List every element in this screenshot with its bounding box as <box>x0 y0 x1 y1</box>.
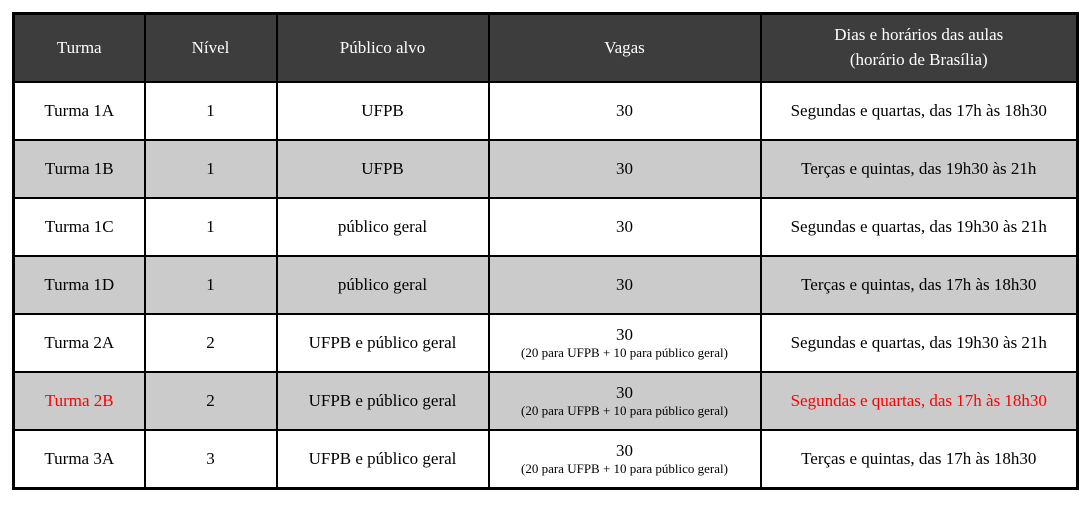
cell-vagas: 30 (20 para UFPB + 10 para público geral… <box>487 371 762 431</box>
cell-nivel: 1 <box>143 139 278 199</box>
class-schedule-table: Turma Nível Público alvo Vagas Dias e ho… <box>12 12 1079 490</box>
cell-nivel: 3 <box>143 429 278 489</box>
column-header-publico-alvo: Público alvo <box>275 12 490 83</box>
cell-nivel: 1 <box>143 81 278 141</box>
column-header-dias-horarios: Dias e horários das aulas (horário de Br… <box>759 12 1079 83</box>
vagas-total: 30 <box>616 217 633 236</box>
cell-vagas: 30 (20 para UFPB + 10 para público geral… <box>487 429 762 489</box>
table-row: Turma 1D 1 público geral 30 Terças e qui… <box>12 255 1079 315</box>
cell-dias-horarios: Segundas e quartas, das 19h30 às 21h <box>759 197 1079 257</box>
table-header: Turma Nível Público alvo Vagas Dias e ho… <box>12 12 1079 83</box>
cell-publico-alvo: público geral <box>275 255 490 315</box>
vagas-breakdown-note: (20 para UFPB + 10 para público geral) <box>521 402 728 418</box>
class-schedule-table-wrap: Turma Nível Público alvo Vagas Dias e ho… <box>12 12 1079 490</box>
cell-turma: Turma 2B <box>12 371 146 431</box>
vagas-total: 30 <box>616 440 633 460</box>
cell-vagas: 30 <box>487 81 762 141</box>
cell-publico-alvo: UFPB e público geral <box>275 313 490 373</box>
vagas-total: 30 <box>616 324 633 344</box>
table-row: Turma 2A 2 UFPB e público geral 30 (20 p… <box>12 313 1079 373</box>
cell-nivel: 2 <box>143 371 278 431</box>
cell-dias-horarios: Segundas e quartas, das 17h às 18h30 <box>759 81 1079 141</box>
cell-publico-alvo: UFPB e público geral <box>275 429 490 489</box>
cell-publico-alvo: UFPB <box>275 139 490 199</box>
cell-publico-alvo: público geral <box>275 197 490 257</box>
table-row: Turma 2B 2 UFPB e público geral 30 (20 p… <box>12 371 1079 431</box>
cell-dias-horarios: Terças e quintas, das 19h30 às 21h <box>759 139 1079 199</box>
table-row: Turma 3A 3 UFPB e público geral 30 (20 p… <box>12 429 1079 489</box>
vagas-total: 30 <box>616 275 633 294</box>
header-row: Turma Nível Público alvo Vagas Dias e ho… <box>12 12 1079 83</box>
table-row: Turma 1C 1 público geral 30 Segundas e q… <box>12 197 1079 257</box>
vagas-total: 30 <box>616 101 633 120</box>
vagas-total: 30 <box>616 382 633 402</box>
table-row: Turma 1A 1 UFPB 30 Segundas e quartas, d… <box>12 81 1079 141</box>
column-header-turma: Turma <box>12 12 146 83</box>
cell-dias-horarios: Terças e quintas, das 17h às 18h30 <box>759 255 1079 315</box>
table-body: Turma 1A 1 UFPB 30 Segundas e quartas, d… <box>12 81 1079 489</box>
column-header-vagas: Vagas <box>487 12 762 83</box>
table-row: Turma 1B 1 UFPB 30 Terças e quintas, das… <box>12 139 1079 199</box>
cell-turma: Turma 1C <box>12 197 146 257</box>
cell-turma: Turma 3A <box>12 429 146 489</box>
cell-nivel: 1 <box>143 255 278 315</box>
cell-vagas: 30 <box>487 139 762 199</box>
column-header-dias-line2: (horário de Brasília) <box>849 50 988 69</box>
cell-vagas: 30 (20 para UFPB + 10 para público geral… <box>487 313 762 373</box>
cell-turma: Turma 2A <box>12 313 146 373</box>
vagas-breakdown-note: (20 para UFPB + 10 para público geral) <box>521 460 728 476</box>
vagas-breakdown-note: (20 para UFPB + 10 para público geral) <box>521 344 728 360</box>
vagas-total: 30 <box>616 159 633 178</box>
cell-dias-horarios: Segundas e quartas, das 19h30 às 21h <box>759 313 1079 373</box>
cell-publico-alvo: UFPB <box>275 81 490 141</box>
column-header-dias-line1: Dias e horários das aulas <box>834 25 1004 45</box>
cell-nivel: 2 <box>143 313 278 373</box>
cell-vagas: 30 <box>487 197 762 257</box>
cell-nivel: 1 <box>143 197 278 257</box>
cell-turma: Turma 1B <box>12 139 146 199</box>
cell-publico-alvo: UFPB e público geral <box>275 371 490 431</box>
cell-turma: Turma 1D <box>12 255 146 315</box>
cell-vagas: 30 <box>487 255 762 315</box>
cell-dias-horarios: Segundas e quartas, das 17h às 18h30 <box>759 371 1079 431</box>
cell-dias-horarios: Terças e quintas, das 17h às 18h30 <box>759 429 1079 489</box>
cell-turma: Turma 1A <box>12 81 146 141</box>
column-header-nivel: Nível <box>143 12 278 83</box>
